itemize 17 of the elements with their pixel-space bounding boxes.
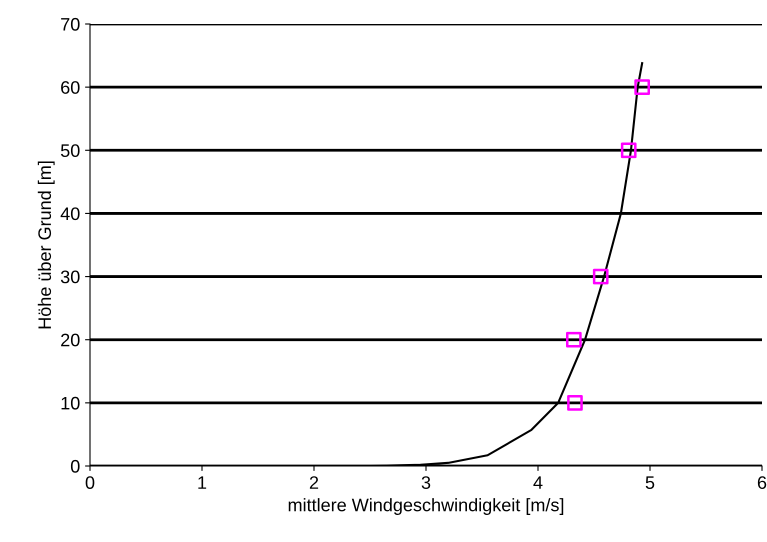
y-axis-title: Höhe über Grund [m] (38, 161, 55, 328)
y-tick-label: 30 (60, 270, 80, 284)
y-tick-label: 60 (61, 81, 80, 94)
y-tick-label: 20 (61, 334, 80, 346)
x-tick-label: 4 (533, 476, 542, 489)
y-tick-label: 70 (61, 18, 80, 31)
y-tick-label: 0 (70, 460, 80, 473)
y-tick-label: 40 (60, 207, 80, 220)
x-axis-title: mittlere Windgeschwindigkeit [m/s] (288, 498, 564, 515)
y-tick-label: 50 (60, 144, 80, 158)
x-tick-label: 2 (310, 476, 318, 489)
x-tick-label: 6 (758, 476, 766, 489)
x-tick-label: 1 (198, 476, 206, 489)
y-tick-label: 10 (62, 396, 80, 410)
x-tick-label: 3 (422, 476, 430, 489)
x-tick-label: 0 (86, 476, 94, 489)
x-tick-label: 5 (646, 476, 654, 489)
